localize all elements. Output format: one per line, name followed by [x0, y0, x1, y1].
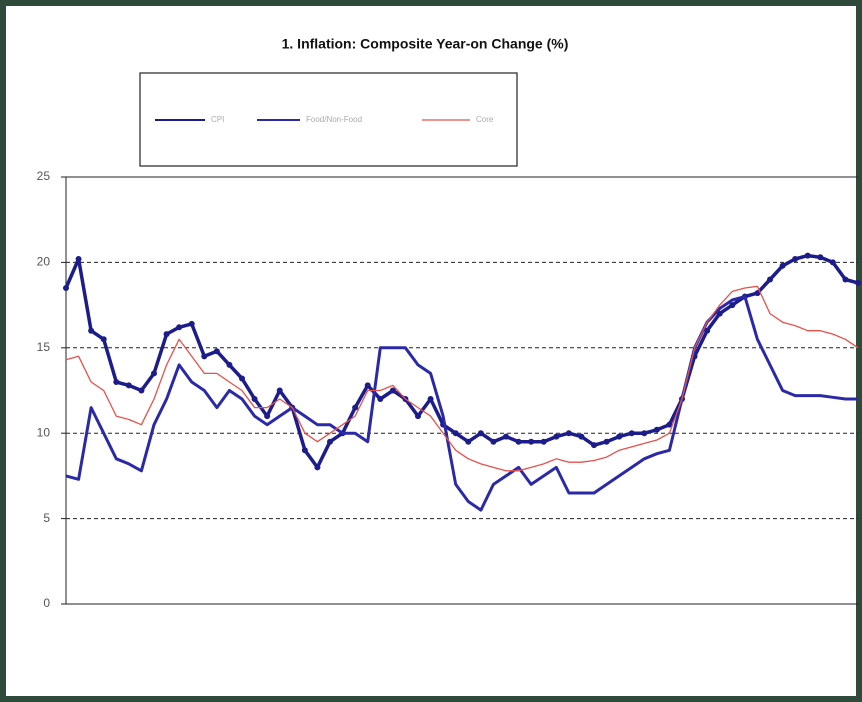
- legend-label: Core: [476, 115, 494, 124]
- legend-label: Food/Non-Food: [306, 115, 362, 124]
- marker: [125, 382, 132, 389]
- marker: [213, 348, 220, 355]
- marker: [628, 430, 635, 437]
- marker: [151, 370, 157, 377]
- marker: [754, 290, 761, 297]
- marker: [842, 276, 849, 283]
- y-tick-label: 20: [37, 255, 51, 269]
- marker: [465, 438, 472, 445]
- marker: [653, 426, 660, 433]
- marker: [264, 413, 271, 420]
- marker: [352, 404, 359, 411]
- marker: [415, 413, 421, 420]
- marker: [528, 438, 535, 445]
- marker: [377, 396, 384, 403]
- marker: [251, 396, 258, 403]
- marker: [138, 387, 145, 394]
- marker: [452, 430, 459, 437]
- marker: [804, 252, 811, 259]
- marker: [503, 433, 509, 440]
- marker: [276, 387, 283, 394]
- marker: [553, 433, 560, 440]
- marker: [113, 378, 120, 385]
- marker: [855, 279, 861, 286]
- marker: [88, 327, 95, 334]
- marker: [729, 302, 736, 309]
- marker: [427, 396, 434, 403]
- marker: [176, 324, 183, 331]
- marker: [704, 327, 711, 334]
- chart-title: 1. Inflation: Composite Year-on Change (…: [282, 36, 569, 52]
- y-tick-label: 0: [43, 596, 50, 610]
- y-tick-label: 10: [37, 425, 51, 439]
- marker: [829, 259, 836, 266]
- marker: [226, 361, 233, 368]
- marker: [100, 336, 107, 343]
- marker: [515, 438, 522, 445]
- marker: [389, 387, 396, 394]
- marker: [364, 382, 371, 389]
- series-line: [64, 253, 859, 470]
- marker: [163, 331, 170, 338]
- marker: [301, 447, 308, 454]
- marker: [779, 262, 786, 269]
- marker: [817, 254, 824, 261]
- marker: [540, 438, 547, 445]
- legend-label: CPI: [211, 115, 224, 124]
- marker: [792, 255, 799, 262]
- y-tick-label: 15: [37, 340, 51, 354]
- marker: [591, 442, 597, 449]
- y-tick-label: 5: [43, 511, 50, 525]
- marker: [75, 255, 82, 262]
- marker: [188, 320, 195, 327]
- marker: [239, 375, 245, 382]
- series-line: [65, 295, 858, 512]
- marker: [767, 276, 773, 283]
- marker: [490, 438, 497, 445]
- marker: [603, 438, 610, 445]
- marker: [201, 353, 208, 360]
- marker: [641, 430, 648, 437]
- series-line: [65, 285, 859, 472]
- marker: [666, 421, 673, 428]
- marker: [477, 430, 484, 437]
- y-tick-label: 25: [37, 169, 51, 183]
- marker: [578, 433, 585, 440]
- marker: [327, 438, 333, 445]
- marker: [616, 433, 623, 440]
- marker: [63, 285, 69, 292]
- marker: [314, 464, 321, 471]
- marker: [565, 430, 572, 437]
